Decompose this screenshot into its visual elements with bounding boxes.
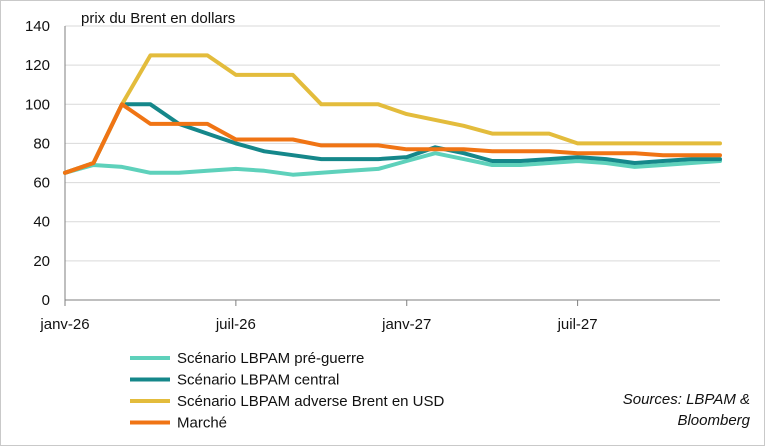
series-line-3 [63, 102, 722, 175]
gridlines [65, 25, 720, 262]
legend-label-3: Marché [177, 415, 227, 432]
series-line-0 [63, 151, 722, 177]
y-tick-label-100: 100 [25, 96, 50, 113]
y-tick-label-60: 60 [33, 175, 50, 192]
series-lines [63, 53, 722, 177]
y-tick-label-120: 120 [25, 57, 50, 74]
y-axis-title: prix du Brent en dollars [81, 10, 235, 27]
x-tick-labels: janv-26 juil-26 janv-27 juil-27 [39, 300, 598, 333]
legend: Scénario LBPAM pré-guerre Scénario LBPAM … [130, 350, 445, 432]
y-tick-label-0: 0 [42, 292, 50, 309]
source-line-1: Sources: LBPAM & [623, 391, 750, 408]
legend-label-1: Scénario LBPAM central [177, 372, 339, 389]
y-tick-label-140: 140 [25, 18, 50, 35]
series-line-1 [63, 102, 722, 175]
y-tick-label-20: 20 [33, 253, 50, 270]
x-tick-label-janv-26: janv-26 [39, 316, 89, 333]
series-line-2 [63, 53, 722, 175]
x-tick-label-juil-27: juil-27 [557, 316, 598, 333]
legend-label-0: Scénario LBPAM pré-guerre [177, 350, 364, 367]
legend-label-2: Scénario LBPAM adverse Brent en USD [177, 393, 445, 410]
x-tick-label-juil-26: juil-26 [215, 316, 256, 333]
source-line-2: Bloomberg [677, 412, 750, 429]
axes [64, 26, 720, 301]
y-tick-label-40: 40 [33, 214, 50, 231]
y-tick-label-80: 80 [33, 135, 50, 152]
x-tick-label-janv-27: janv-27 [381, 316, 431, 333]
y-tick-labels: 0 20 40 60 80 100 120 140 [25, 18, 50, 309]
